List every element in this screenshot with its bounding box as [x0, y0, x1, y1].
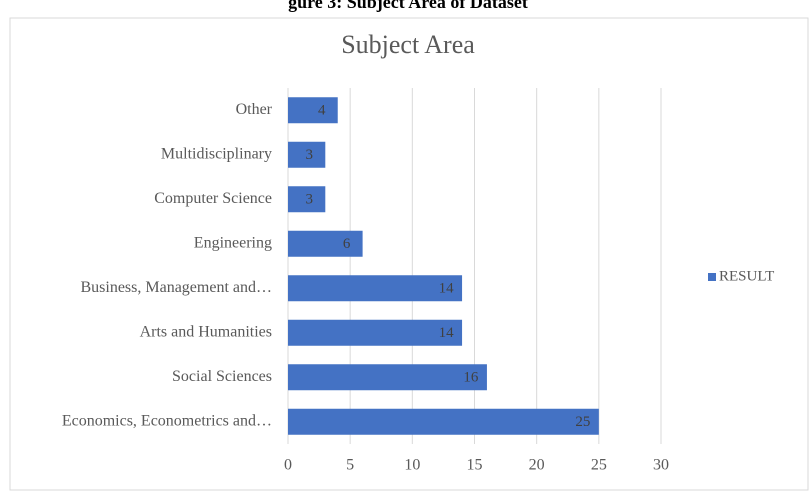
legend-swatch	[708, 273, 716, 281]
y-tick-label: Business, Management and…	[80, 279, 272, 296]
data-label: 14	[439, 325, 455, 341]
data-label: 14	[439, 281, 455, 297]
bar	[288, 97, 338, 124]
x-tick-label: 5	[346, 457, 354, 474]
y-tick-label: Social Sciences	[172, 368, 272, 385]
bar	[288, 364, 487, 391]
data-label: 16	[463, 370, 479, 386]
x-tick-label: 30	[653, 457, 669, 474]
y-tick-label: Economics, Econometrics and…	[62, 412, 272, 429]
x-tick-label: 10	[404, 457, 420, 474]
x-tick-label: 20	[529, 457, 545, 474]
data-label: 3	[306, 147, 314, 163]
caption: gure 3: Subject Area of Dataset	[288, 0, 528, 12]
bar	[288, 319, 463, 346]
y-tick-label: Arts and Humanities	[140, 323, 272, 340]
x-tick-label: 0	[284, 457, 292, 474]
bar	[288, 408, 599, 435]
x-tick-label: 15	[467, 457, 483, 474]
y-tick-label: Computer Science	[154, 190, 272, 207]
data-label: 25	[575, 414, 590, 430]
bar	[288, 275, 463, 302]
y-tick-label: Multidisciplinary	[161, 145, 272, 162]
data-label: 6	[343, 236, 351, 252]
legend-label: RESULT	[719, 268, 774, 284]
y-tick-label: Other	[236, 101, 273, 118]
bar	[288, 230, 363, 257]
x-tick-label: 25	[591, 457, 607, 474]
bar	[288, 141, 326, 168]
data-label: 3	[306, 192, 314, 208]
chart-title: Subject Area	[341, 30, 475, 59]
y-tick-label: Engineering	[194, 234, 272, 251]
bar	[288, 186, 326, 213]
data-label: 4	[318, 103, 326, 119]
